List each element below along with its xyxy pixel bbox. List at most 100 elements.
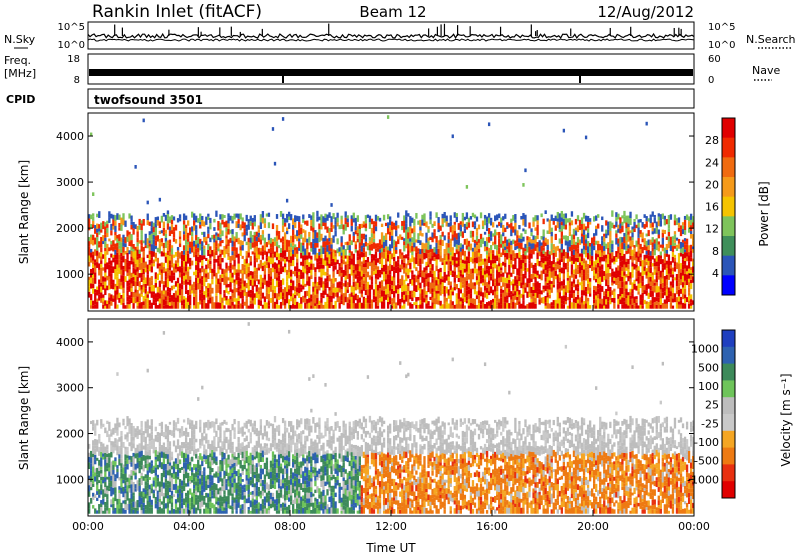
power-echo-cell — [136, 276, 139, 282]
power-echo-cell — [605, 233, 608, 239]
power-echo-cell — [110, 244, 113, 251]
power-echo-cell — [500, 285, 503, 289]
power-echo-cell — [544, 273, 547, 278]
power-echo-cell — [314, 236, 317, 243]
power-echo-cell — [344, 255, 347, 259]
power-echo-cell — [374, 248, 378, 252]
velocity-echo-cell — [166, 454, 170, 459]
power-echo-cell — [546, 244, 549, 250]
power-echo-cell — [463, 228, 467, 234]
power-echo-cell — [189, 289, 192, 295]
power-echo-cell — [279, 238, 283, 243]
power-echo-cell — [453, 212, 456, 218]
power-echo-cell — [354, 286, 357, 291]
power-echo-cell — [267, 262, 271, 268]
power-echo-cell — [249, 237, 252, 243]
power-echo-cell — [348, 260, 351, 267]
power-echo-cell — [449, 226, 452, 233]
power-echo-cell — [255, 274, 258, 279]
power-colorbar-tick-label: 8 — [712, 245, 719, 258]
power-echo-cell — [241, 221, 244, 226]
power-echo-cell — [136, 305, 139, 309]
power-echo-cell — [566, 252, 570, 259]
power-echo-cell — [568, 304, 572, 309]
power-echo-cell — [556, 283, 559, 290]
power-echo-cell — [659, 292, 662, 299]
power-echo-cell — [431, 264, 434, 271]
power-echo-cell — [326, 268, 329, 273]
power-echo-cell — [162, 284, 166, 291]
power-echo-cell — [661, 229, 664, 233]
power-echo-cell — [221, 249, 224, 255]
power-echo-cell — [223, 274, 226, 279]
power-echo-cell — [607, 229, 610, 236]
power-echo-cell — [494, 215, 497, 222]
power-echo-cell — [203, 277, 206, 283]
power-echo-cell — [128, 282, 131, 286]
power-echo-cell — [435, 293, 438, 297]
power-echo-cell — [380, 264, 384, 268]
velocity-echo-cell — [130, 499, 133, 503]
power-echo-cell — [433, 283, 436, 288]
power-echo-cell — [530, 298, 533, 303]
power-echo-cell — [182, 220, 186, 225]
power-echo-cell — [116, 280, 119, 287]
power-echo-cell — [605, 293, 608, 300]
power-echo-cell — [336, 287, 339, 293]
power-echo-cell — [150, 233, 153, 240]
velocity-echo-cell — [104, 452, 107, 460]
power-echo-cell — [655, 238, 658, 244]
velocity-echo-cell — [100, 476, 103, 481]
power-echo-cell — [320, 217, 323, 224]
power-echo-cell — [294, 222, 297, 229]
power-echo-cell — [481, 292, 485, 298]
power-echo-cell — [118, 227, 121, 231]
power-echo-cell — [251, 237, 254, 243]
power-echo-cell — [485, 273, 489, 278]
power-echo-cell — [223, 215, 226, 219]
power-echo-cell — [275, 263, 279, 269]
power-echo-cell — [645, 250, 648, 255]
velocity-echo-cell — [90, 481, 93, 488]
power-echo-cell — [554, 233, 557, 240]
power-echo-cell — [172, 275, 176, 281]
power-echo-cell — [296, 230, 299, 237]
power-echo-cell — [403, 262, 406, 268]
power-echo-cell — [348, 252, 351, 256]
power-echo-cell — [158, 238, 162, 244]
power-echo-cell — [122, 234, 125, 239]
power-echo-cell — [292, 242, 295, 246]
power-echo-cell — [605, 279, 608, 287]
power-echo-cell — [603, 236, 606, 242]
power-echo-cell — [415, 285, 418, 293]
power-echo-cell — [243, 264, 246, 268]
power-echo-cell — [492, 298, 495, 303]
power-echo-cell — [663, 259, 667, 264]
power-echo-cell — [281, 299, 285, 306]
power-echo-cell — [356, 215, 359, 222]
power-echo-cell — [393, 257, 396, 262]
power-echo-cell — [518, 301, 521, 305]
power-echo-cell — [411, 251, 414, 256]
velocity-echo-cell — [128, 442, 131, 447]
power-echo-cell — [356, 270, 359, 277]
power-echo-cell — [449, 299, 452, 305]
power-echo-cell — [354, 244, 357, 250]
power-echo-cell — [108, 304, 111, 309]
power-echo-cell — [423, 287, 426, 295]
power-echo-cell — [215, 250, 218, 256]
velocity-echo-cell — [104, 471, 107, 478]
power-echo-cell — [322, 247, 325, 255]
power-echo-cell — [441, 240, 444, 247]
power-echo-cell — [342, 229, 345, 235]
power-echo-cell — [463, 256, 467, 261]
power-echo-cell — [558, 281, 561, 289]
velocity-echo-cell — [166, 442, 170, 449]
power-echo-cell — [496, 273, 499, 280]
power-echo-cell — [593, 242, 596, 246]
power-echo-cell — [492, 266, 495, 270]
power-echo-cell — [601, 269, 604, 276]
power-echo-cell — [225, 276, 228, 280]
power-echo-cell — [403, 299, 406, 304]
power-echo-cell — [665, 219, 669, 225]
